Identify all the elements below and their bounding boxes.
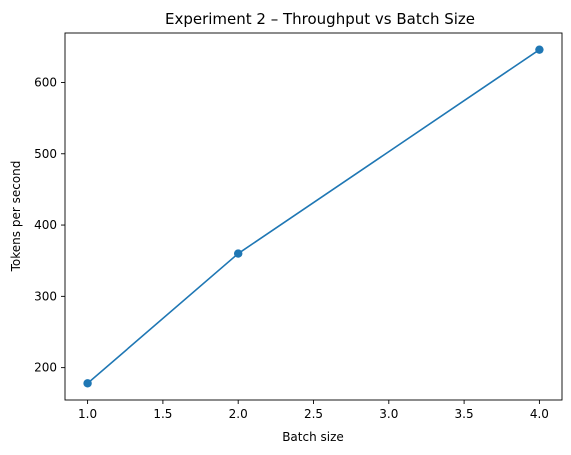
chart-title: Experiment 2 – Throughput vs Batch Size: [165, 10, 475, 28]
data-point: [83, 379, 92, 388]
y-tick-label: 500: [34, 147, 57, 161]
x-tick-label: 1.5: [153, 407, 172, 421]
series-points: [83, 45, 544, 388]
x-axis-ticks: 1.0 1.5 2.0 2.5 3.0 3.5 4.0: [78, 400, 549, 421]
data-point: [233, 249, 243, 258]
x-tick-label: 4.0: [530, 407, 549, 421]
x-tick-label: 2.5: [304, 407, 323, 421]
x-tick-label: 3.5: [455, 407, 474, 421]
y-tick-label: 600: [34, 75, 57, 89]
data-point: [535, 45, 544, 54]
y-tick-label: 300: [34, 289, 57, 303]
plot-area-frame: [64, 32, 563, 401]
x-tick-label: 1.0: [78, 407, 97, 421]
y-axis-label: Tokens per second: [9, 161, 23, 273]
x-axis-label: Batch size: [282, 430, 344, 444]
x-tick-label: 2.0: [229, 407, 248, 421]
x-tick-label: 3.0: [379, 407, 398, 421]
y-tick-label: 200: [34, 361, 57, 375]
y-tick-label: 400: [34, 218, 57, 232]
series-line: [87, 49, 540, 384]
y-axis-ticks: 200 300 400 500 600: [34, 75, 65, 375]
